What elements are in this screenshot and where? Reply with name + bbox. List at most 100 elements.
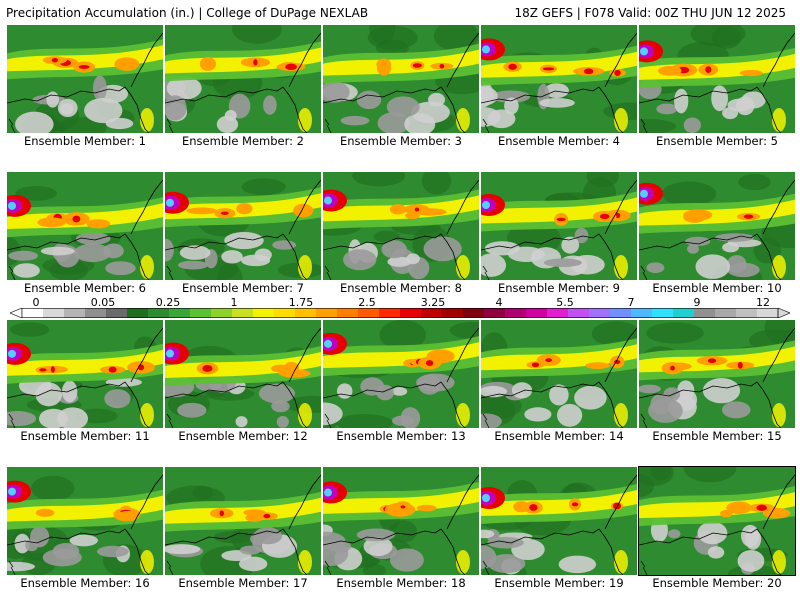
- colorbar-cell: [232, 308, 254, 318]
- colorbar-cell: [274, 308, 296, 318]
- header: Precipitation Accumulation (in.) | Colle…: [0, 0, 800, 24]
- colorbar-tick: 1.75: [288, 296, 314, 309]
- colorbar-cell: [211, 308, 233, 318]
- precip-map: [165, 25, 321, 133]
- precip-map-graphic: [481, 467, 637, 575]
- precip-map-graphic: [639, 25, 795, 133]
- precip-map-graphic: [7, 172, 163, 280]
- colorbar: 0 0.05 0.25 1 1.75 2.5 3.25 4 5.5 7 9 12: [0, 296, 800, 320]
- colorbar-tick: 4: [495, 296, 503, 309]
- colorbar-cell: [127, 308, 149, 318]
- panel-label: Ensemble Member: 7: [182, 281, 304, 295]
- ensemble-panel-18[interactable]: Ensemble Member: 18: [323, 467, 479, 590]
- colorbar-cell: [43, 308, 65, 318]
- panel-label: Ensemble Member: 10: [652, 281, 782, 295]
- precip-map: [639, 320, 795, 428]
- colorbar-cell: [526, 308, 548, 318]
- colorbar-cell: [631, 308, 653, 318]
- ensemble-panel-20[interactable]: Ensemble Member: 20: [638, 466, 796, 590]
- ensemble-panel-19[interactable]: Ensemble Member: 19: [481, 467, 637, 590]
- panel-label: Ensemble Member: 18: [336, 576, 466, 590]
- precip-map-graphic: [323, 467, 479, 575]
- precip-map: [481, 320, 637, 428]
- colorbar-cell: [463, 308, 485, 318]
- ensemble-panel-7[interactable]: Ensemble Member: 7: [165, 172, 321, 295]
- ensemble-panel-9[interactable]: Ensemble Member: 9: [481, 172, 637, 295]
- precip-map: [7, 25, 163, 133]
- colorbar-tick: 2.5: [358, 296, 376, 309]
- colorbar-cell: [568, 308, 590, 318]
- precip-map-graphic: [7, 25, 163, 133]
- precip-map: [7, 467, 163, 575]
- colorbar-cell: [673, 308, 695, 318]
- colorbar-tick: 1: [230, 296, 238, 309]
- ensemble-panel-1[interactable]: Ensemble Member: 1: [7, 25, 163, 148]
- ensemble-panel-14[interactable]: Ensemble Member: 14: [481, 320, 637, 443]
- precip-map-graphic: [165, 320, 321, 428]
- ensemble-panel-17[interactable]: Ensemble Member: 17: [165, 467, 321, 590]
- precip-map: [638, 466, 796, 576]
- ensemble-panel-4[interactable]: Ensemble Member: 4: [481, 25, 637, 148]
- precip-map: [323, 172, 479, 280]
- colorbar-cell: [64, 308, 86, 318]
- run-info: 18Z GEFS | F078 Valid: 00Z THU JUN 12 20…: [514, 6, 786, 20]
- panel-label: Ensemble Member: 3: [340, 134, 462, 148]
- colorbar-tick: 3.25: [420, 296, 446, 309]
- precip-map: [7, 172, 163, 280]
- panel-label: Ensemble Member: 5: [656, 134, 778, 148]
- precip-map: [639, 25, 795, 133]
- panel-label: Ensemble Member: 1: [24, 134, 146, 148]
- ensemble-panel-6[interactable]: Ensemble Member: 6: [7, 172, 163, 295]
- precip-map: [165, 320, 321, 428]
- panel-label: Ensemble Member: 19: [494, 576, 624, 590]
- precip-map-graphic: [7, 320, 163, 428]
- ensemble-panel-16[interactable]: Ensemble Member: 16: [7, 467, 163, 590]
- colorbar-tick: 7: [627, 296, 635, 309]
- colorbar-left-arrow: [10, 308, 23, 318]
- colorbar-strip: [10, 308, 790, 318]
- precip-map: [481, 172, 637, 280]
- ensemble-panel-12[interactable]: Ensemble Member: 12: [165, 320, 321, 443]
- precip-map: [7, 320, 163, 428]
- colorbar-cell: [253, 308, 275, 318]
- ensemble-panel-13[interactable]: Ensemble Member: 13: [323, 320, 479, 443]
- colorbar-cell: [106, 308, 128, 318]
- colorbar-cell: [547, 308, 569, 318]
- ensemble-panel-15[interactable]: Ensemble Member: 15: [639, 320, 795, 443]
- panel-label: Ensemble Member: 9: [498, 281, 620, 295]
- ensemble-panel-3[interactable]: Ensemble Member: 3: [323, 25, 479, 148]
- colorbar-cell: [148, 308, 170, 318]
- colorbar-cell: [295, 308, 317, 318]
- colorbar-cell: [610, 308, 632, 318]
- colorbar-cell: [442, 308, 464, 318]
- colorbar-tick: 9: [693, 296, 701, 309]
- ensemble-panel-8[interactable]: Ensemble Member: 8: [323, 172, 479, 295]
- colorbar-cell: [505, 308, 527, 318]
- precip-map: [323, 467, 479, 575]
- precip-map-graphic: [481, 320, 637, 428]
- colorbar-cell: [694, 308, 716, 318]
- ensemble-panel-11[interactable]: Ensemble Member: 11: [7, 320, 163, 443]
- colorbar-tick: 12: [756, 296, 770, 309]
- colorbar-tick: 0: [32, 296, 40, 309]
- colorbar-cell: [757, 308, 779, 318]
- colorbar-cell: [337, 308, 359, 318]
- ensemble-panel-2[interactable]: Ensemble Member: 2: [165, 25, 321, 148]
- colorbar-cell: [316, 308, 338, 318]
- colorbar-cell: [190, 308, 212, 318]
- panel-label: Ensemble Member: 20: [652, 576, 782, 590]
- ensemble-panel-10[interactable]: Ensemble Member: 10: [639, 172, 795, 295]
- precip-map-graphic: [481, 25, 637, 133]
- colorbar-cell: [421, 308, 443, 318]
- colorbar-cell: [715, 308, 737, 318]
- panel-label: Ensemble Member: 12: [178, 429, 308, 443]
- colorbar-tick: 0.25: [155, 296, 181, 309]
- colorbar-cell: [358, 308, 380, 318]
- precip-map: [323, 25, 479, 133]
- ensemble-panel-5[interactable]: Ensemble Member: 5: [639, 25, 795, 148]
- colorbar-cell: [379, 308, 401, 318]
- panel-label: Ensemble Member: 8: [340, 281, 462, 295]
- colorbar-cell: [169, 308, 191, 318]
- colorbar-cell: [400, 308, 422, 318]
- panel-label: Ensemble Member: 16: [20, 576, 150, 590]
